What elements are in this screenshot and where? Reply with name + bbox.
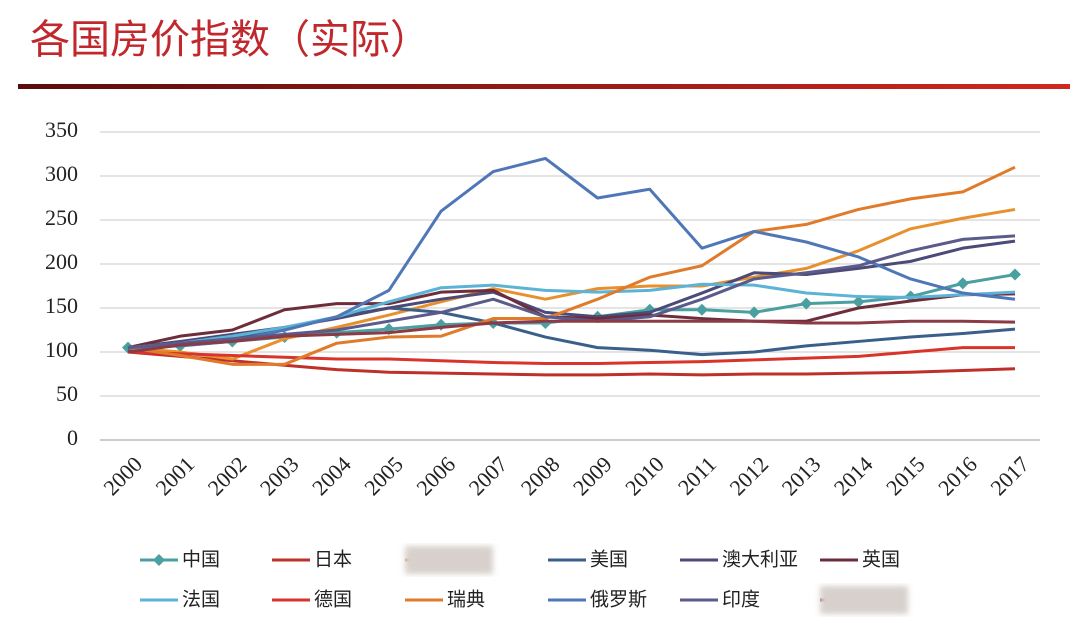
point-marker [748, 306, 761, 319]
series-line [127, 165, 1016, 366]
y-tick-label: 250 [45, 205, 78, 230]
x-tick-label: 2015 [881, 451, 930, 500]
x-tick-label: 2010 [620, 451, 669, 500]
y-tick-label: 300 [45, 161, 78, 186]
x-tick-label: 2014 [829, 451, 878, 500]
series-line [127, 234, 1016, 350]
point-marker [852, 295, 865, 308]
legend-marker [153, 554, 165, 566]
x-tick-label: 2009 [568, 451, 617, 500]
x-tick-label: 2000 [98, 451, 147, 500]
point-marker [695, 303, 708, 316]
legend-label: 英国 [862, 549, 900, 571]
x-tick-label: 2013 [777, 451, 826, 500]
series-line [127, 319, 1016, 354]
x-tick-label: 2011 [673, 451, 721, 499]
legend-label: 瑞典 [447, 589, 485, 611]
series-line [127, 346, 1015, 365]
x-tick-label: 2016 [933, 451, 982, 500]
x-tick-label: 2004 [307, 451, 356, 500]
legend-redacted [820, 586, 908, 614]
y-tick-label: 200 [45, 249, 78, 274]
chart-title: 各国房价指数（实际） [30, 17, 430, 63]
y-tick-label: 350 [45, 117, 78, 142]
title-rule [18, 84, 1070, 89]
series-line [127, 207, 1016, 361]
y-tick-label: 100 [45, 337, 78, 362]
point-marker [800, 297, 813, 310]
series-line [127, 282, 1016, 350]
legend-label: 俄罗斯 [590, 589, 647, 611]
x-tick-label: 2012 [724, 451, 773, 500]
x-tick-label: 2002 [203, 451, 252, 500]
legend-label: 澳大利亚 [722, 549, 798, 571]
legend-label: 日本 [314, 549, 352, 571]
y-tick-label: 150 [45, 293, 78, 318]
y-tick-label: 50 [56, 381, 78, 406]
x-tick-label: 2001 [150, 451, 199, 500]
x-tick-label: 2006 [411, 451, 460, 500]
legend-label: 美国 [590, 549, 628, 571]
x-tick-label: 2007 [464, 451, 513, 500]
x-tick-label: 2005 [359, 451, 408, 500]
legend-label: 法国 [182, 589, 220, 611]
series-line [127, 156, 1016, 350]
legend-redacted [405, 546, 493, 574]
legend-label: 印度 [722, 589, 760, 611]
x-tick-label: 2017 [985, 451, 1034, 500]
point-marker [956, 277, 969, 290]
y-tick-label: 0 [67, 425, 78, 450]
x-tick-label: 2003 [255, 451, 304, 500]
x-tick-label: 2008 [516, 451, 565, 500]
legend-label: 德国 [314, 589, 352, 611]
legend-label: 中国 [182, 549, 220, 571]
point-marker [1009, 268, 1021, 281]
